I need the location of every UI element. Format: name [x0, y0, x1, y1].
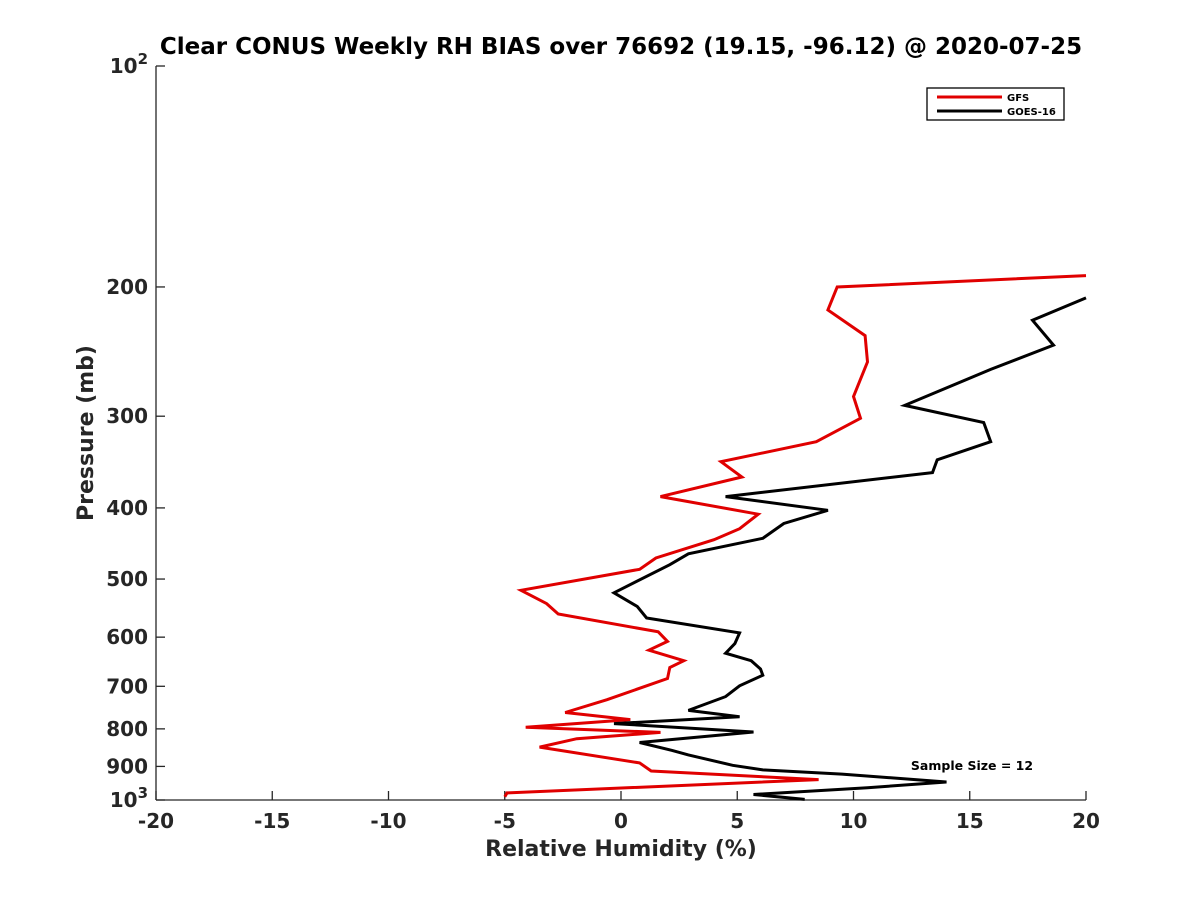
legend-box — [926, 87, 1065, 121]
y-tick-label: 700 — [106, 674, 148, 698]
series-lines — [503, 274, 1087, 801]
x-tick-label: 20 — [1072, 809, 1100, 833]
y-tick-label: 600 — [106, 625, 148, 649]
sample-size-annotation: Sample Size = 12 — [911, 758, 1033, 773]
legend: GFS GOES-16 — [926, 87, 1065, 121]
x-tick-label: -20 — [138, 809, 174, 833]
y-axis-title: Pressure (mb) — [74, 345, 99, 521]
chart-title: Clear CONUS Weekly RH BIAS over 76692 (1… — [160, 34, 1082, 60]
y-tick-label: 500 — [106, 567, 148, 591]
series-line-goes-16 — [610, 296, 1087, 801]
y-tick-label: 300 — [106, 404, 148, 428]
y-tick-label: 900 — [106, 754, 148, 778]
y-tick-label: 400 — [106, 496, 148, 520]
y-tick-label: 103 — [110, 784, 148, 812]
y-tick-label: 102 — [110, 50, 148, 78]
x-axis-title: Relative Humidity (%) — [485, 837, 757, 862]
y-tick-label: 800 — [106, 717, 148, 741]
y-tick-label: 200 — [106, 275, 148, 299]
x-tick-label: 10 — [840, 809, 868, 833]
x-tick-label: -5 — [494, 809, 516, 833]
legend-label: GOES-16 — [1007, 107, 1056, 118]
x-tick-label: 5 — [730, 809, 744, 833]
x-tick-label: -15 — [254, 809, 290, 833]
x-tick-label: 0 — [614, 809, 628, 833]
series-line-gfs — [503, 274, 1087, 798]
legend-label: GFS — [1007, 93, 1029, 104]
x-tick-label: -10 — [370, 809, 406, 833]
x-tick-label: 15 — [956, 809, 984, 833]
